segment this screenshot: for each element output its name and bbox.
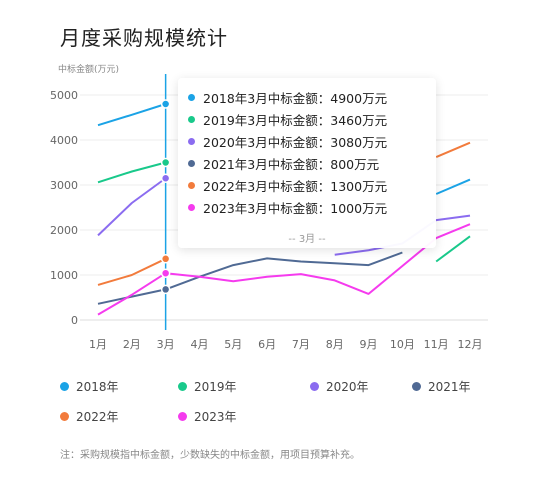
legend-dot-icon: [178, 382, 187, 391]
x-tick-label: 4月: [190, 338, 208, 351]
x-tick-label: 5月: [224, 338, 242, 351]
series-dot-icon: [188, 138, 195, 145]
legend-dot-icon: [310, 382, 319, 391]
x-tick-label: 8月: [326, 338, 344, 351]
x-tick-label: 10月: [390, 338, 415, 351]
tooltip-row-label: 2019年3月中标金额：3460万元: [203, 113, 388, 128]
data-point[interactable]: [160, 173, 171, 183]
legend-dot-icon: [60, 412, 69, 421]
legend-dot-icon: [178, 412, 187, 421]
series-line-4[interactable]: [97, 251, 403, 305]
data-point[interactable]: [160, 284, 171, 295]
legend-item[interactable]: 2018年: [60, 378, 119, 395]
series-line-6[interactable]: [97, 223, 471, 316]
series-line-5[interactable]: [97, 257, 167, 286]
tooltip-footer: -- 3月 --: [288, 234, 326, 245]
legend-item[interactable]: 2023年: [178, 408, 237, 425]
y-tick-label: 0: [71, 314, 78, 327]
series-dot-icon: [188, 94, 195, 101]
data-point[interactable]: [160, 157, 171, 168]
x-tick-label: 11月: [424, 338, 449, 351]
x-tick-label: 12月: [458, 338, 483, 351]
series-dot-icon: [188, 116, 195, 123]
tooltip-row-label: 2020年3月中标金额：3080万元: [203, 135, 388, 150]
legend-item[interactable]: 2021年: [412, 378, 471, 395]
tooltip-row: 2023年3月中标金额：1000万元: [188, 198, 387, 217]
tooltip-row: 2021年3月中标金额：800万元: [188, 154, 379, 173]
x-tick-label: 1月: [89, 338, 107, 351]
chart-title: 月度采购规模统计: [60, 26, 228, 50]
legend-label: 2019年: [194, 380, 237, 394]
y-axis-label: 中标金额(万元): [58, 63, 119, 75]
y-tick-label: 3000: [50, 179, 78, 192]
data-point[interactable]: [160, 99, 171, 109]
legend-label: 2023年: [194, 410, 237, 424]
legend-dot-icon: [60, 382, 69, 391]
series-dot-icon: [188, 160, 195, 167]
x-tick-label: 9月: [360, 338, 378, 351]
legend-item[interactable]: 2019年: [178, 378, 237, 395]
legend-label: 2022年: [76, 410, 119, 424]
legend-item[interactable]: 2022年: [60, 408, 119, 425]
x-tick-label: 2月: [123, 338, 141, 351]
data-point[interactable]: [160, 254, 171, 264]
series-line-2[interactable]: [435, 235, 471, 263]
series-line-1[interactable]: [435, 178, 471, 195]
tooltip-row-label: 2022年3月中标金额：1300万元: [203, 179, 388, 194]
series-line-3[interactable]: [97, 177, 167, 237]
tooltip-row-label: 2023年3月中标金额：1000万元: [203, 201, 388, 216]
tooltip-row: 2019年3月中标金额：3460万元: [188, 110, 387, 129]
chart-tooltip: -- 3月 -- 2018年3月中标金额：4900万元 2019年3月中标金额：3…: [178, 78, 436, 248]
tooltip-row: 2018年3月中标金额：4900万元: [188, 88, 387, 107]
x-tick-label: 7月: [292, 338, 310, 351]
y-tick-label: 2000: [50, 224, 78, 237]
legend-label: 2020年: [326, 380, 369, 394]
tooltip-row: 2020年3月中标金额：3080万元: [188, 132, 387, 151]
footnote: 注：采购规模指中标金额，少数缺失的中标金额，用项目预算补充。: [60, 450, 360, 461]
series-dot-icon: [188, 182, 195, 189]
series-line-5[interactable]: [435, 141, 471, 159]
series-dot-icon: [188, 204, 195, 211]
y-tick-label: 5000: [50, 89, 78, 102]
data-point[interactable]: [160, 268, 171, 278]
tooltip-row-label: 2021年3月中标金额：800万元: [203, 157, 380, 172]
legend-dot-icon: [412, 382, 421, 391]
tooltip-row-label: 2018年3月中标金额：4900万元: [203, 91, 388, 106]
series-line-2[interactable]: [97, 161, 166, 184]
y-tick-label: 1000: [50, 269, 78, 282]
series-line-1[interactable]: [97, 103, 166, 127]
x-tick-label: 3月: [157, 338, 175, 351]
tooltip-row: 2022年3月中标金额：1300万元: [188, 176, 387, 195]
legend-label: 2021年: [428, 380, 471, 394]
legend-label: 2018年: [76, 380, 119, 394]
x-tick-label: 6月: [258, 338, 276, 351]
y-tick-label: 4000: [50, 134, 78, 147]
legend-item[interactable]: 2020年: [310, 378, 369, 395]
